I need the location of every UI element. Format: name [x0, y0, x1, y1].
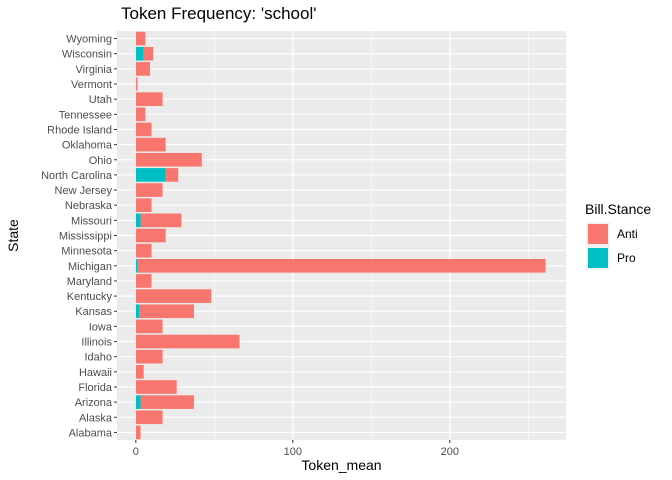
legend-swatch-anti [588, 224, 608, 244]
bar-anti-nebraska [135, 198, 152, 213]
y-tick-label: Michigan [68, 261, 112, 273]
bar-anti-arizona [140, 395, 194, 409]
y-tick-label: Idaho [84, 352, 112, 364]
y-tick-label: Tennessee [59, 109, 112, 121]
y-tick-label: Alaska [79, 412, 113, 424]
y-tick-label: North Carolina [41, 170, 113, 182]
bar-anti-maryland [135, 274, 152, 288]
bar-anti-idaho [135, 349, 163, 364]
bar-pro-north-carolina [135, 168, 166, 182]
bars [135, 31, 546, 440]
bar-pro-arizona [135, 395, 141, 409]
bar-pro-wisconsin [135, 46, 144, 61]
y-tick-label: Virginia [76, 64, 113, 76]
legend-swatch-pro [588, 248, 608, 268]
bar-anti-minnesota [135, 243, 152, 258]
y-tick-label: Illinois [81, 337, 112, 349]
x-axis-title: Token_mean [301, 457, 381, 473]
y-tick-label: Alabama [69, 427, 113, 439]
y-tick-label: Utah [89, 94, 112, 106]
y-tick-label: Missouri [71, 215, 112, 227]
bar-anti-wyoming [135, 31, 146, 46]
y-tick-label: Rhode Island [47, 124, 112, 136]
bar-anti-new-jersey [135, 183, 163, 197]
y-tick-label: Oklahoma [62, 140, 113, 152]
legend-title: Bill.Stance [585, 201, 651, 217]
y-tick-label: Mississippi [59, 231, 112, 243]
bar-anti-kentucky [135, 289, 212, 303]
bar-pro-michigan [135, 258, 138, 273]
legend: Bill.Stance Anti Pro [585, 201, 651, 270]
bar-anti-virginia [135, 62, 150, 76]
bar-anti-ohio [135, 152, 202, 167]
y-tick-label: Arizona [75, 397, 113, 409]
y-tick-label: Iowa [89, 321, 113, 333]
legend-label-pro: Pro [617, 251, 636, 265]
y-tick-label: Hawaii [79, 367, 112, 379]
bar-anti-wisconsin [143, 46, 154, 61]
chart-title: Token Frequency: 'school' [121, 4, 316, 23]
bar-anti-iowa [135, 319, 163, 334]
bar-anti-missouri [140, 213, 182, 228]
y-tick-label: Ohio [89, 155, 112, 167]
y-axis-title: State [5, 219, 21, 252]
bar-anti-rhode-island [135, 122, 152, 137]
x-axis: 0 100 200 [133, 440, 459, 458]
bar-anti-alabama [135, 425, 141, 440]
bar-anti-kansas [138, 304, 194, 319]
bar-anti-mississippi [135, 228, 166, 243]
bar-anti-florida [135, 380, 177, 394]
y-tick-label: Minnesota [61, 246, 113, 258]
bar-anti-north-carolina [165, 168, 179, 182]
bar-anti-tennessee [135, 107, 146, 122]
y-tick-label: Wyoming [66, 34, 112, 46]
bar-anti-hawaii [135, 365, 144, 379]
x-tick-label: 100 [284, 446, 302, 458]
y-tick-label: Kentucky [67, 291, 113, 303]
bar-anti-alaska [135, 410, 163, 425]
y-tick-label: Nebraska [65, 200, 113, 212]
bar-anti-vermont [135, 77, 138, 91]
x-tick-label: 200 [441, 446, 459, 458]
y-axis: Wyoming Wisconsin Virginia Vermont Utah Tenne… [41, 34, 117, 439]
y-tick-label: Kansas [75, 306, 112, 318]
bar-pro-missouri [135, 213, 141, 228]
y-tick-label: Florida [78, 382, 113, 394]
bar-pro-kansas [135, 304, 139, 319]
y-tick-label: Vermont [71, 79, 112, 91]
y-tick-label: Maryland [67, 276, 112, 288]
y-tick-label: New Jersey [55, 185, 113, 197]
y-tick-label: Wisconsin [62, 49, 112, 61]
bar-anti-oklahoma [135, 137, 166, 152]
x-tick-label: 0 [133, 446, 139, 458]
bar-anti-utah [135, 92, 163, 106]
bar-anti-illinois [135, 334, 240, 349]
bar-anti-michigan [137, 258, 546, 273]
legend-label-anti: Anti [617, 227, 638, 241]
